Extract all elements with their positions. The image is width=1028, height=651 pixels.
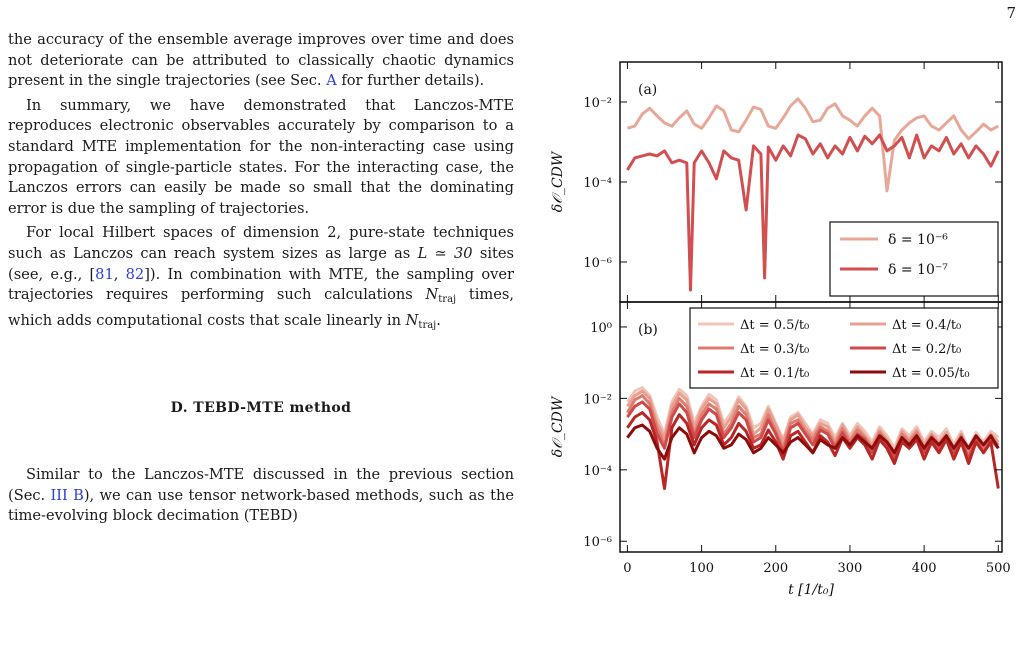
section-heading: D. TEBD-MTE method bbox=[170, 400, 352, 417]
figure-svg: 10⁻² 10⁻⁴ 10⁻⁶ (a) δ𝒪_CDW δ = 10⁻⁶ δ = 10⁻⁷ 10⁰… bbox=[550, 61, 1011, 598]
citation-81-link[interactable]: 81 bbox=[95, 265, 114, 283]
series-line-1-1 bbox=[626, 389, 1000, 455]
p3-text-c: ]). In combination with MTE, the samplin… bbox=[8, 265, 515, 304]
panel-label: (b) bbox=[638, 322, 658, 338]
citation-82-link[interactable]: 82 bbox=[125, 265, 145, 283]
series-line-0-0 bbox=[626, 97, 999, 193]
y-tick-label: 10⁻⁴ bbox=[583, 176, 612, 191]
legend-label: δ = 10⁻⁶ bbox=[888, 232, 948, 248]
legend-label: Δt = 0.05/t₀ bbox=[892, 366, 970, 381]
panel-frame bbox=[619, 301, 1003, 553]
text-column: the accuracy of the ensemble average imp… bbox=[8, 30, 514, 531]
legend-label: Δt = 0.5/t₀ bbox=[740, 318, 809, 333]
series-line-1-3 bbox=[626, 400, 1000, 461]
p4-text-b: ), we can use tensor network-based metho… bbox=[8, 486, 514, 525]
legend-label: Δt = 0.3/t₀ bbox=[740, 342, 809, 357]
x-axis-label: t [1/t₀] bbox=[788, 582, 834, 598]
paragraph-4: Similar to the Lanczos-MTE discussed in … bbox=[8, 465, 514, 527]
y-axis-label: δ𝒪_CDW bbox=[550, 395, 566, 457]
p3-math-N2: N bbox=[405, 311, 419, 329]
p3-text-b: sites (see, e.g., [ bbox=[8, 244, 514, 283]
series-line-1-5 bbox=[626, 423, 1000, 461]
legend-label: Δt = 0.2/t₀ bbox=[892, 342, 961, 357]
p3-text-e: . bbox=[436, 311, 441, 329]
sec-ref-link[interactable]: A bbox=[326, 72, 337, 90]
legend-box bbox=[829, 221, 999, 297]
y-tick-label: 10⁰ bbox=[590, 321, 612, 336]
paragraph-1-text: the accuracy of the ensemble average imp… bbox=[8, 31, 514, 90]
figure: 10⁻² 10⁻⁴ 10⁻⁶ (a) δ𝒪_CDW δ = 10⁻⁶ δ = 10⁻⁷ 10⁰… bbox=[540, 52, 1020, 651]
legend-label: Δt = 0.1/t₀ bbox=[740, 366, 809, 381]
legend-label: Δt = 0.4/t₀ bbox=[892, 318, 961, 333]
panel-label: (a) bbox=[638, 82, 657, 98]
x-tick-label: 500 bbox=[986, 561, 1011, 576]
y-tick-label: 10⁻⁴ bbox=[583, 464, 612, 479]
y-tick-label: 10⁻² bbox=[583, 392, 612, 407]
p3-math-N1: N bbox=[425, 286, 439, 304]
p3-sep: , bbox=[113, 265, 126, 283]
x-tick-label: 300 bbox=[838, 561, 863, 576]
x-tick-label: 100 bbox=[689, 561, 714, 576]
y-axis-label: δ𝒪_CDW bbox=[550, 150, 566, 212]
paragraph-3: For local Hilbert spaces of dimension 2,… bbox=[8, 223, 514, 336]
series-line-0-1 bbox=[626, 133, 1000, 292]
y-tick-label: 10⁻⁶ bbox=[583, 256, 612, 271]
y-tick-label: 10⁻⁶ bbox=[583, 535, 612, 550]
paragraph-1-end: for further details). bbox=[336, 72, 485, 90]
p4-text-a: Similar to the Lanczos-MTE discussed in … bbox=[8, 465, 514, 504]
p3-text-d: times, which adds computational costs th… bbox=[8, 286, 514, 329]
page-number: 7 bbox=[1006, 4, 1016, 22]
x-tick-label: 0 bbox=[623, 561, 631, 576]
x-tick-label: 200 bbox=[763, 561, 788, 576]
legend-box bbox=[689, 307, 999, 389]
legend-label: δ = 10⁻⁷ bbox=[888, 262, 948, 278]
p3-math-N1-sub: traj bbox=[438, 294, 457, 306]
p3-math-L: L ≃ 30 bbox=[417, 244, 473, 262]
p3-math-N2-sub: traj bbox=[418, 319, 437, 331]
p3-text-a: For local Hilbert spaces of dimension 2,… bbox=[8, 224, 514, 262]
paragraph-2: In summary, we have demonstrated that La… bbox=[8, 96, 514, 217]
paragraph-1: the accuracy of the ensemble average imp… bbox=[8, 30, 514, 92]
sec-iiib-ref-link[interactable]: III B bbox=[50, 486, 84, 504]
x-tick-label: 400 bbox=[912, 561, 937, 576]
y-tick-label: 10⁻² bbox=[583, 96, 612, 111]
